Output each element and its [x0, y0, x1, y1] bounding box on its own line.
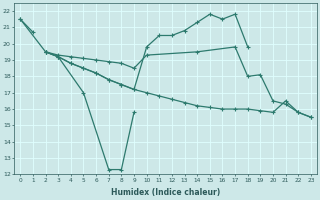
X-axis label: Humidex (Indice chaleur): Humidex (Indice chaleur) — [111, 188, 220, 197]
